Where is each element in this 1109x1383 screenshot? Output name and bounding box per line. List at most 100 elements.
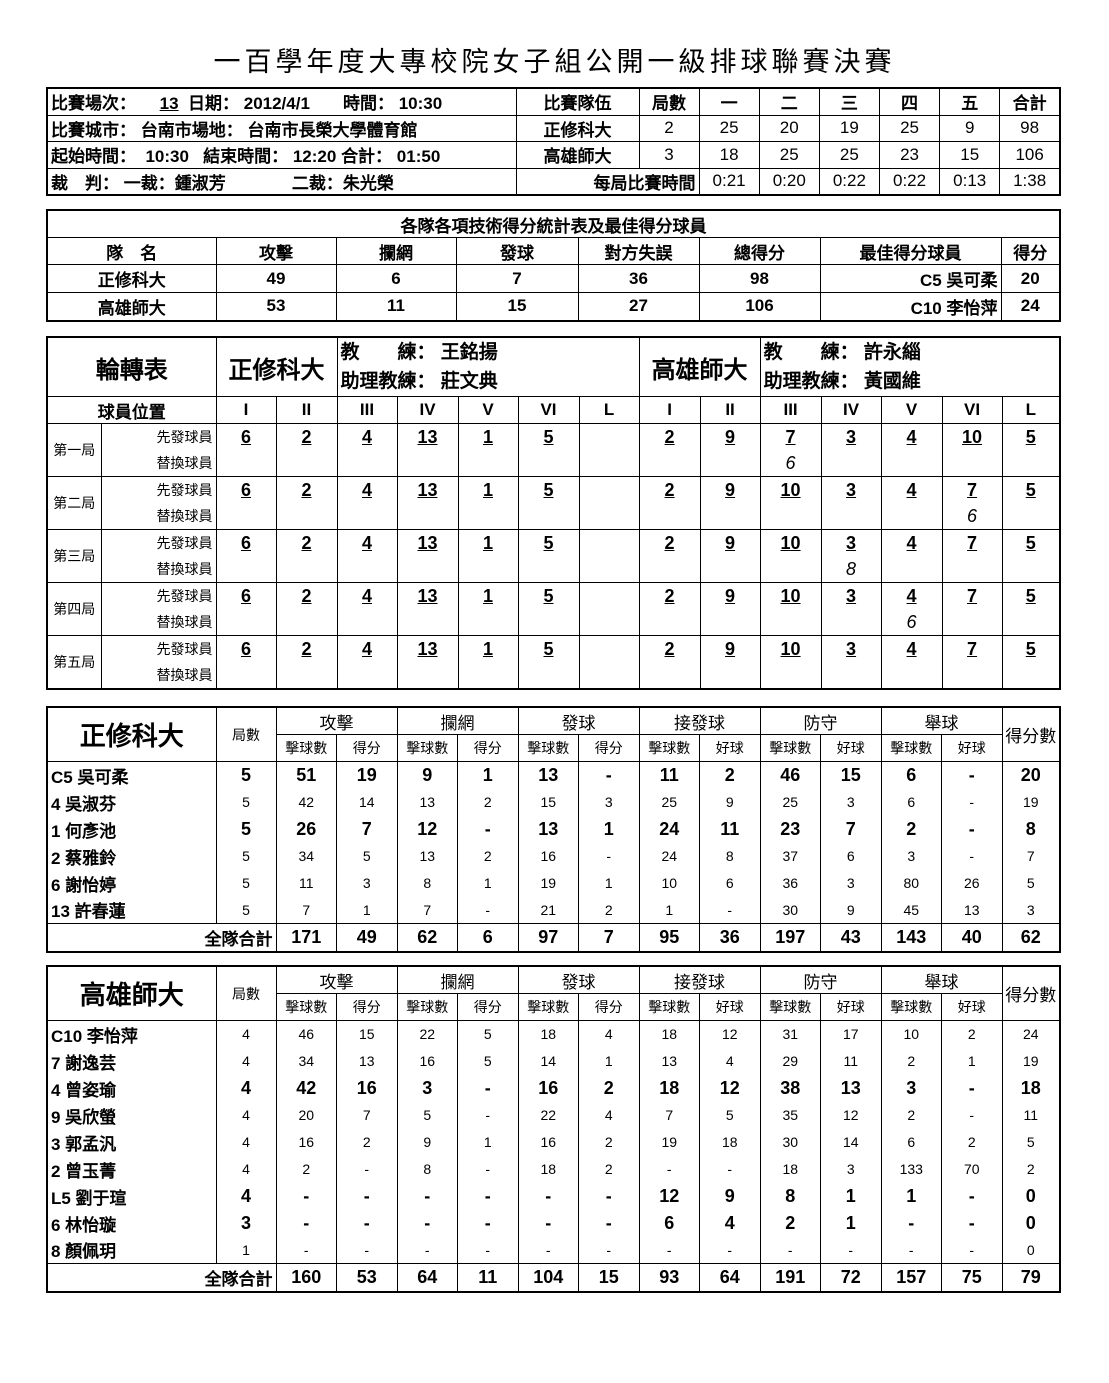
position-label: 球員位置 <box>46 396 217 424</box>
starter-number: 2 <box>664 585 675 606</box>
summary-header: 攻擊 <box>215 237 337 265</box>
stat-value: 8 <box>759 1182 821 1210</box>
starter-number <box>578 582 640 609</box>
stat-value: 1 <box>638 896 700 924</box>
substitute-number <box>699 556 761 583</box>
team-name: 高雄師大 <box>46 292 217 321</box>
stat-value: - <box>638 1236 700 1264</box>
stat-sub-header: 好球 <box>699 993 761 1021</box>
player-name: 3 郭孟汎 <box>46 1128 217 1156</box>
stat-value: - <box>578 1236 640 1264</box>
set-score: 25 <box>698 114 760 142</box>
stat-value: - <box>517 1182 579 1210</box>
stat-sub-header: 好球 <box>699 734 761 762</box>
substitute-number <box>275 450 338 477</box>
sets-won: 2 <box>638 114 700 142</box>
player-row: 6 林怡璇 3- - - - - -6 4 2 1- -0 <box>46 1209 1061 1237</box>
substitute-label: 替換球員 <box>100 450 217 477</box>
stat-sub-header: 擊球數 <box>638 734 700 762</box>
stat-value: 18 <box>638 1020 700 1048</box>
starter-number: 5 <box>517 423 580 450</box>
starter-number: 4 <box>361 585 372 606</box>
stat-value: 7 <box>1001 842 1061 870</box>
summary-value: 6 <box>335 264 457 293</box>
stat-value: 23 <box>759 815 821 843</box>
stat-value: 19 <box>1001 788 1061 816</box>
player-name: 8 顏佩玥 <box>46 1236 217 1264</box>
stat-value: - <box>578 1209 640 1237</box>
stat-value: 1 <box>941 1047 1003 1075</box>
stat-group-header: 接發球 <box>638 965 761 994</box>
set-duration: 0:22 <box>818 167 880 196</box>
starter-number: 13 <box>417 585 438 606</box>
stat-value: 0 <box>1001 1236 1061 1264</box>
starter-number: 4 <box>906 479 917 500</box>
stat-value: 5 <box>215 869 277 897</box>
starter-number: 9 <box>725 479 736 500</box>
starter-number: 2 <box>301 532 312 553</box>
player-row: 4 曾姿瑜 4 42 16 3-16 2 18 12 38 13 3-18 <box>46 1074 1061 1102</box>
stat-value: 34 <box>275 1047 337 1075</box>
substitute-number <box>275 556 338 583</box>
starter-number: 13 <box>396 635 459 662</box>
starter-number: 13 <box>417 426 438 447</box>
stat-sub-header: 擊球數 <box>275 734 337 762</box>
stat-sub-header: 擊球數 <box>517 734 579 762</box>
starter-number: 5 <box>1025 426 1036 447</box>
rotation-team-name: 高雄師大 <box>638 336 761 397</box>
stat-value: 1 <box>820 1209 882 1237</box>
stat-value: 5 <box>1001 869 1061 897</box>
stat-value: - <box>941 1236 1003 1264</box>
stat-value: - <box>699 1155 761 1183</box>
position-header: VI <box>517 396 580 424</box>
team-total-value: 64 <box>699 1263 761 1292</box>
stat-value: 4 <box>578 1020 640 1048</box>
substitute-number <box>1001 503 1061 530</box>
set-score: 25 <box>878 114 941 142</box>
stat-value: 16 <box>517 842 579 870</box>
stat-group-header: 防守 <box>759 706 882 735</box>
starter-number: 1 <box>482 532 493 553</box>
starter-number: 1 <box>482 585 493 606</box>
position-header: IV <box>820 396 882 424</box>
team-total-value: 43 <box>820 923 882 952</box>
set-score: 19 <box>818 114 880 142</box>
starter-number: 5 <box>1001 423 1061 450</box>
starter-number: 2 <box>638 635 701 662</box>
points-header: 得分數 <box>1001 706 1061 762</box>
stat-value: 20 <box>1001 761 1061 789</box>
starter-number: 4 <box>880 529 943 556</box>
stat-value: 2 <box>1001 1155 1061 1183</box>
starter-number: 7 <box>941 529 1003 556</box>
team-total-value: 40 <box>941 923 1003 952</box>
stat-value: 4 <box>215 1047 277 1075</box>
player-row: 9 吳欣螢 4 20 7 5-22 4 7 5 35 12 2-11 <box>46 1101 1061 1129</box>
page-title: 一百學年度大專校院女子組公開一級排球聯賽決賽 <box>213 47 896 78</box>
stat-value: 22 <box>517 1101 579 1129</box>
player-name: L5 劉于瑄 <box>46 1182 217 1210</box>
substitute-number <box>880 503 943 530</box>
substitute-number <box>638 450 701 477</box>
starter-number: 7 <box>759 423 822 450</box>
set-duration: 0:21 <box>698 167 760 196</box>
stat-value: 3 <box>820 869 882 897</box>
stat-value: - <box>941 815 1003 843</box>
stat-value: - <box>275 1182 337 1210</box>
stat-value: - <box>396 1236 458 1264</box>
player-row: C5 吳可柔 5 51 19 9 1 13-11 2 46 15 6-20 <box>46 761 1061 789</box>
stat-value: - <box>275 1236 337 1264</box>
starter-number: 5 <box>543 638 554 659</box>
team-total-value: 49 <box>336 923 398 952</box>
substitute-number <box>820 662 882 690</box>
stat-value: 10 <box>880 1020 942 1048</box>
stat-value: - <box>941 842 1003 870</box>
stat-group-header: 發球 <box>517 965 640 994</box>
starter-number: 5 <box>1001 476 1061 503</box>
stat-value: 13 <box>396 842 458 870</box>
stat-value: 19 <box>517 869 579 897</box>
player-row: 2 曾玉菁 4 2-8-18 2- -18 3 133 70 2 <box>46 1155 1061 1183</box>
total-score: 98 <box>999 114 1061 142</box>
summary-value: 11 <box>335 292 457 321</box>
player-row: 1 何彥池 5 26 7 12-13 1 24 11 23 7 2-8 <box>46 815 1061 843</box>
starter-number: 6 <box>215 423 277 450</box>
